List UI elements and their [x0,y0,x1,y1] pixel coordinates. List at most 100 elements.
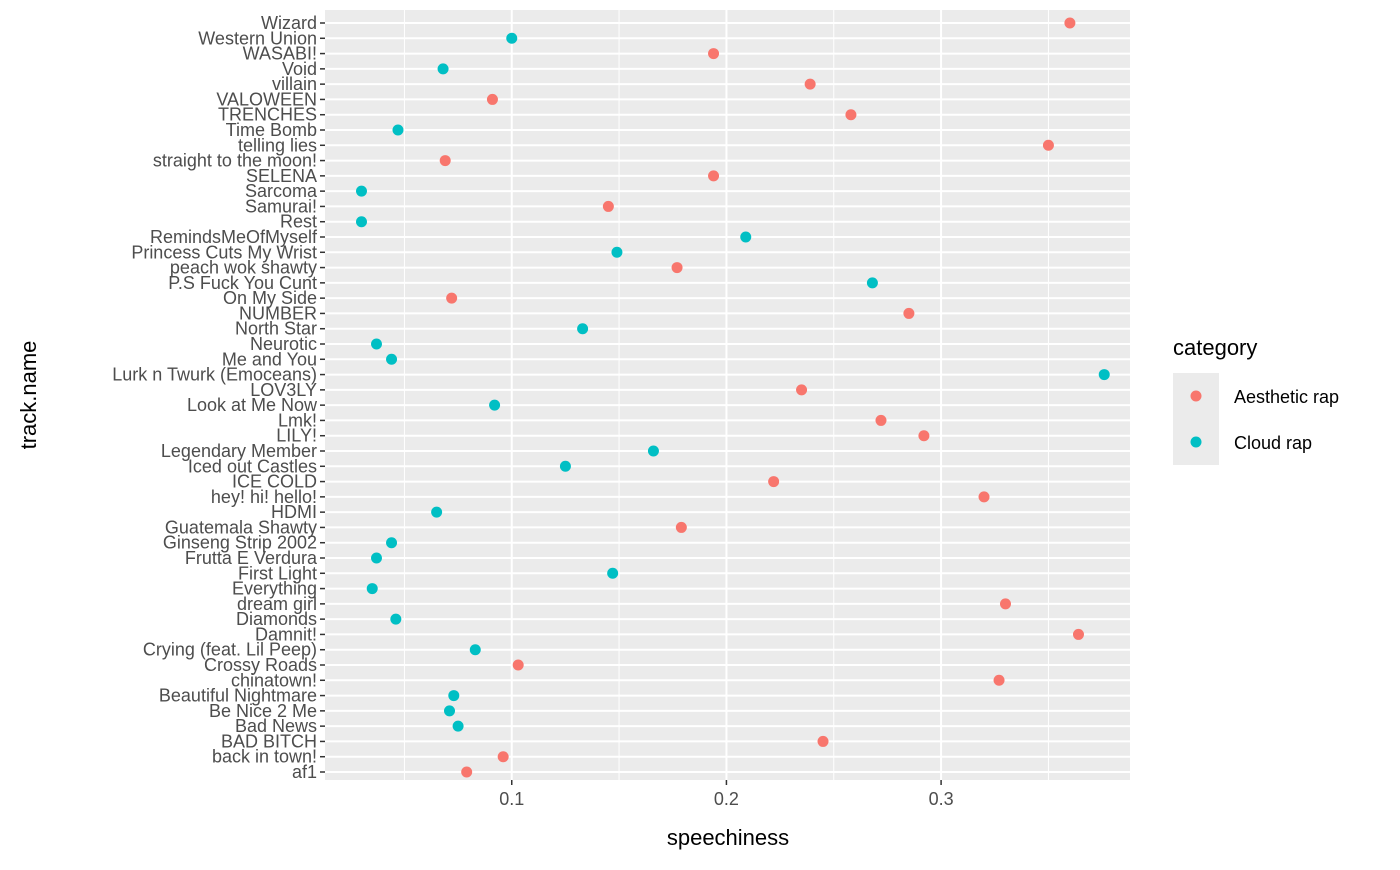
data-point [577,323,589,335]
data-point [740,231,752,243]
data-point [448,690,460,702]
data-point [796,384,808,396]
y-tick-label: LOV3LY [250,380,317,400]
data-point [386,537,398,549]
data-point [1042,139,1054,151]
data-point [452,720,464,732]
data-point [371,552,383,564]
y-tick-label: Me and You [222,349,317,369]
y-tick-label: RemindsMeOfMyself [150,227,318,247]
legend-label-cloud: Cloud rap [1234,433,1312,453]
legend-label-aesthetic: Aesthetic rap [1234,387,1339,407]
data-point [918,430,930,442]
data-point [512,659,524,671]
y-tick-label: Lmk! [278,410,317,430]
y-tick-label: Samurai! [245,196,317,216]
data-point [993,674,1005,686]
data-point [439,155,451,167]
x-tick-label: 0.3 [929,789,954,809]
data-point [602,200,614,212]
data-point [903,307,915,319]
y-tick-label: peach wok shawty [170,258,317,278]
data-point [386,353,398,365]
data-point [611,246,623,258]
y-tick-label: dream girl [237,594,317,614]
y-tick-label: Legendary Member [161,441,317,461]
y-tick-label: WASABI! [243,44,317,64]
data-point [999,598,1011,610]
y-tick-label: villain [272,74,317,94]
data-point [486,93,498,105]
data-point [671,262,683,274]
y-tick-label: Time Bomb [226,120,317,140]
data-point [366,583,378,595]
y-tick-label: chinatown! [231,670,317,690]
data-point [768,476,780,488]
y-tick-label: VALOWEEN [216,89,317,109]
y-tick-label: Guatemala Shawty [165,517,317,537]
grid [325,10,1130,780]
y-tick-label: BAD BITCH [221,731,317,751]
data-point [446,292,458,304]
data-point [1098,369,1110,381]
data-point [978,491,990,503]
data-point [607,567,619,579]
y-axis-title: track.name [16,341,41,450]
y-tick-label: On My Side [223,288,317,308]
data-point [371,338,383,350]
y-tick-label: HDMI [271,502,317,522]
y-tick-label: Crying (feat. Lil Peep) [143,640,317,660]
data-point [866,277,878,289]
data-point [1072,628,1084,640]
y-tick-label: Crossy Roads [204,655,317,675]
y-tick-label: Frutta E Verdura [185,548,318,568]
y-tick-label: Void [282,59,317,79]
data-point [559,460,571,472]
data-point [804,78,816,90]
legend: category Aesthetic rap Cloud rap [1173,335,1339,465]
data-points [355,17,1110,778]
y-tick-label: First Light [238,563,317,583]
data-point [355,185,367,197]
legend-key-cloud [1190,436,1202,448]
data-point [675,521,687,533]
x-axis-title: speechiness [667,825,789,850]
data-point [437,63,449,75]
y-tick-label: Neurotic [250,334,317,354]
data-point [489,399,501,411]
y-tick-label: Ginseng Strip 2002 [163,533,317,553]
y-tick-label: NUMBER [239,303,317,323]
y-tick-label: P.S Fuck You Cunt [168,273,317,293]
x-tick-label: 0.1 [499,789,524,809]
data-point [355,216,367,228]
y-tick-label: Sarcoma [245,181,318,201]
y-tick-label: Diamonds [236,609,317,629]
data-point [390,613,402,625]
y-tick-label: Everything [232,579,317,599]
y-tick-label: hey! hi! hello! [211,487,317,507]
data-point [431,506,443,518]
y-tick-label: Lurk n Twurk (Emoceans) [112,365,317,385]
y-tick-label: Be Nice 2 Me [209,701,317,721]
y-tick-label: Princess Cuts My Wrist [131,242,317,262]
y-tick-label: Western Union [198,28,317,48]
y-tick-label: Damnit! [255,624,317,644]
data-point [461,766,473,778]
data-point [708,48,720,60]
data-point [647,445,659,457]
data-point [845,109,857,121]
y-tick-label: telling lies [238,135,317,155]
y-tick-label: Wizard [261,13,317,33]
y-tick-label: TRENCHES [218,105,317,125]
panel-background [325,10,1130,780]
y-tick-label: North Star [235,319,317,339]
y-tick-label: SELENA [246,166,317,186]
y-tick-label: ICE COLD [232,472,317,492]
y-tick-label: af1 [292,762,317,782]
legend-key-aesthetic [1190,390,1202,402]
data-point [469,644,481,656]
y-tick-label: LILY! [276,426,317,446]
